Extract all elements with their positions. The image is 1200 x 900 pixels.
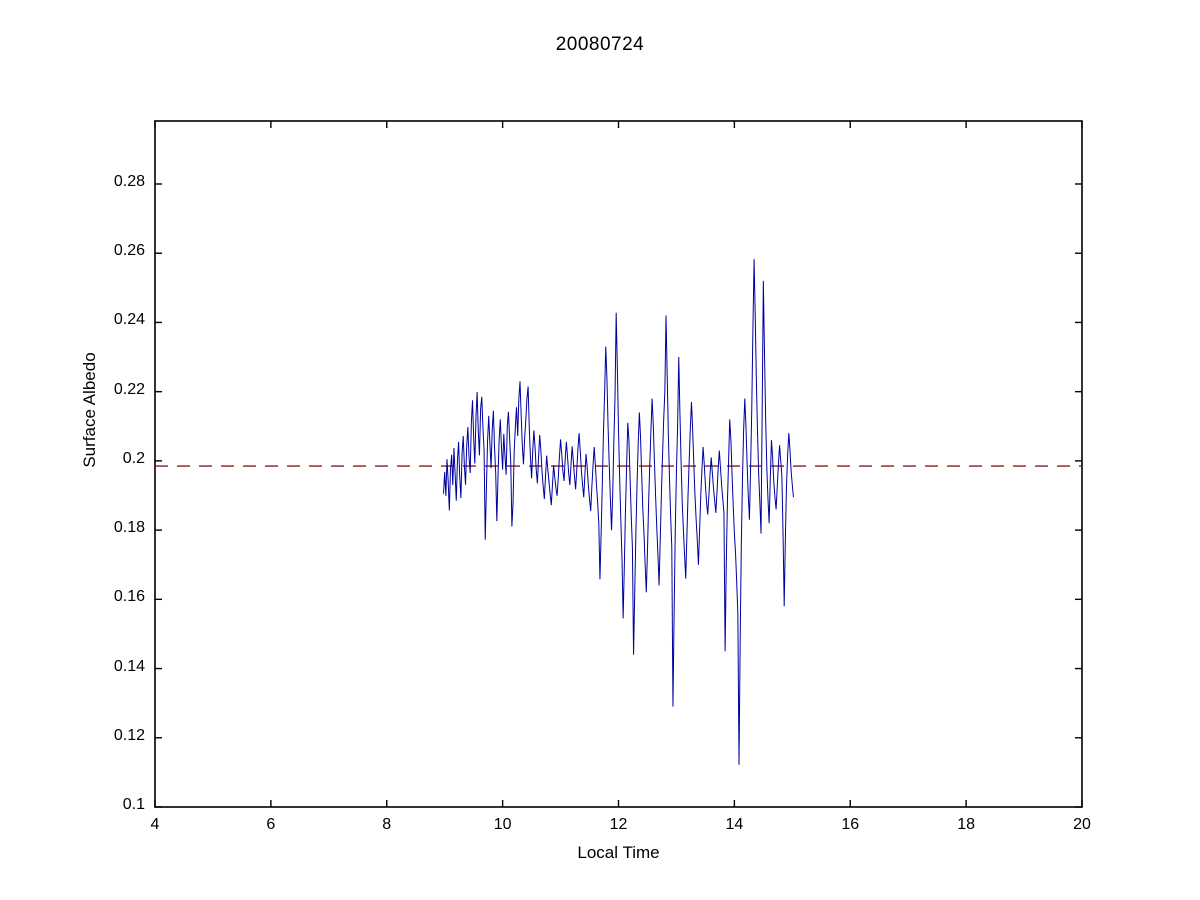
y-tick-label: 0.1 <box>122 796 145 813</box>
data-series-line <box>443 259 794 765</box>
x-tick-label: 18 <box>957 816 976 833</box>
y-tick-label: 0.16 <box>113 588 145 606</box>
axes-box <box>154 120 1083 808</box>
y-tick-label: 0.12 <box>113 726 145 744</box>
tick-marks <box>154 121 1083 808</box>
x-tick-label: 10 <box>493 816 512 833</box>
y-tick-label: 0.24 <box>113 311 145 329</box>
y-tick-label: 0.26 <box>113 242 145 260</box>
x-tick-label: 12 <box>609 816 628 833</box>
y-tick-label: 0.2 <box>122 449 145 467</box>
x-axis-label: Local Time <box>577 843 660 862</box>
y-tick-label: 0.28 <box>113 172 145 190</box>
x-tick-label: 20 <box>1073 816 1091 833</box>
y-tick-label: 0.22 <box>113 380 145 398</box>
y-tick-label: 0.14 <box>113 657 145 675</box>
page-title: 20080724 <box>555 34 645 55</box>
x-tick-label: 6 <box>266 816 276 833</box>
x-tick-label: 8 <box>382 816 392 833</box>
y-axis-label: Surface Albedo <box>80 352 99 468</box>
x-tick-label: 4 <box>150 816 160 833</box>
y-tick-label: 0.18 <box>113 519 145 537</box>
x-tick-label: 14 <box>725 816 744 833</box>
x-tick-label: 16 <box>841 816 860 833</box>
